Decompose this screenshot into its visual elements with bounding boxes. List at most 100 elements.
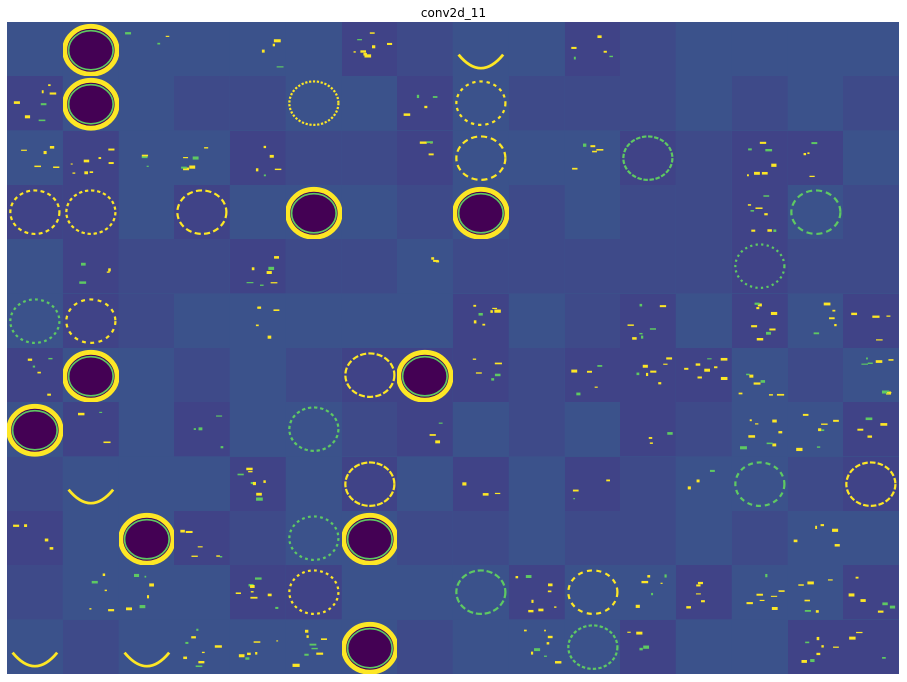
feature-map-tile: [508, 293, 565, 348]
feature-map-tile: [787, 22, 844, 77]
feature-map-tile: [731, 402, 788, 457]
feature-map-tile: [453, 239, 509, 294]
feature-map-tile: [508, 76, 565, 131]
feature-map-tile: [118, 347, 175, 403]
feature-map-tile: [620, 456, 676, 511]
feature-map-tile: [174, 22, 230, 77]
feature-map-tile: [676, 22, 732, 77]
feature-map-tile: [731, 130, 788, 185]
feature-map-tile: [731, 239, 788, 294]
feature-map-tile: [341, 402, 398, 457]
feature-map-tile: [341, 565, 398, 620]
feature-map-tile: [285, 184, 342, 240]
feature-map-tile: [230, 402, 286, 457]
feature-map-tile: [397, 456, 453, 511]
feature-map-tile: [620, 130, 676, 185]
feature-map-tile: [676, 510, 732, 566]
feature-map-tile: [453, 565, 509, 620]
feature-map-tile: [341, 22, 398, 77]
feature-map-tile: [62, 22, 119, 77]
feature-map-tile: [731, 22, 788, 77]
feature-map-tile: [118, 293, 175, 348]
feature-map-tile: [731, 347, 788, 403]
feature-map-tile: [787, 76, 844, 131]
feature-map-tile: [397, 130, 453, 185]
feature-map-tile: [230, 510, 286, 566]
feature-map-tile: [620, 184, 676, 240]
feature-map-tile: [508, 239, 565, 294]
feature-map-tile: [453, 456, 509, 511]
feature-map-tile: [620, 76, 676, 131]
feature-map-tile: [230, 565, 286, 620]
feature-map-tile: [453, 619, 509, 674]
feature-map-tile: [118, 184, 175, 240]
feature-map-tile: [285, 565, 342, 620]
feature-map-tile: [564, 619, 621, 674]
feature-map-tile: [508, 565, 565, 620]
feature-map-tile: [620, 239, 676, 294]
feature-map-tile: [62, 565, 119, 620]
feature-map-tile: [7, 619, 63, 674]
feature-map-tile: [564, 130, 621, 185]
feature-map-tile: [787, 510, 844, 566]
feature-map-tile: [285, 130, 342, 185]
feature-map-tile: [341, 76, 398, 131]
feature-map-tile: [620, 402, 676, 457]
feature-map-tile: [341, 239, 398, 294]
feature-map-tile: [174, 347, 230, 403]
feature-map-tile: [118, 402, 175, 457]
figure-title: conv2d_11: [420, 6, 487, 20]
feature-map-tile: [285, 402, 342, 457]
feature-map-tile: [843, 76, 899, 131]
feature-map-tile: [118, 565, 175, 620]
feature-map-tile: [508, 510, 565, 566]
feature-map-tile: [341, 619, 398, 674]
feature-map-tile: [341, 456, 398, 511]
feature-map-tile: [397, 347, 453, 403]
feature-map-tile: [285, 456, 342, 511]
feature-map-tile: [7, 402, 63, 457]
feature-map-tile: [174, 565, 230, 620]
feature-map-tile: [787, 130, 844, 185]
feature-map-tile: [230, 456, 286, 511]
feature-map-tile: [341, 347, 398, 403]
feature-map-tile: [843, 293, 899, 348]
feature-map-tile: [7, 76, 63, 131]
feature-map-tile: [118, 130, 175, 185]
feature-map-tile: [397, 239, 453, 294]
feature-map-tile: [676, 130, 732, 185]
feature-map-tile: [7, 184, 63, 240]
feature-map-tile: [508, 456, 565, 511]
feature-map-tile: [843, 510, 899, 566]
feature-map-tile: [453, 293, 509, 348]
feature-map-tile: [620, 293, 676, 348]
feature-map-tile: [397, 619, 453, 674]
feature-map-tile: [508, 22, 565, 77]
feature-map-tile: [843, 402, 899, 457]
feature-map-tile: [453, 402, 509, 457]
feature-map-tile: [508, 402, 565, 457]
feature-map-tile: [62, 510, 119, 566]
feature-map-tile: [174, 510, 230, 566]
feature-map-tile: [787, 347, 844, 403]
feature-map-tile: [397, 402, 453, 457]
feature-map-tile: [620, 22, 676, 77]
feature-map-tile: [843, 184, 899, 240]
feature-map-tile: [118, 239, 175, 294]
feature-map-tile: [7, 347, 63, 403]
feature-map-tile: [731, 510, 788, 566]
feature-map-tile: [564, 239, 621, 294]
feature-map-tile: [397, 76, 453, 131]
feature-map-tile: [508, 130, 565, 185]
feature-map-tile: [564, 184, 621, 240]
feature-map-tile: [564, 565, 621, 620]
feature-map-tile: [676, 293, 732, 348]
feature-map-tile: [285, 347, 342, 403]
feature-map-tile: [787, 402, 844, 457]
feature-map-tile: [676, 347, 732, 403]
feature-map-tile: [62, 402, 119, 457]
feature-map-tile: [7, 130, 63, 185]
feature-map-tile: [620, 347, 676, 403]
feature-map-tile: [397, 22, 453, 77]
feature-map-tile: [564, 402, 621, 457]
